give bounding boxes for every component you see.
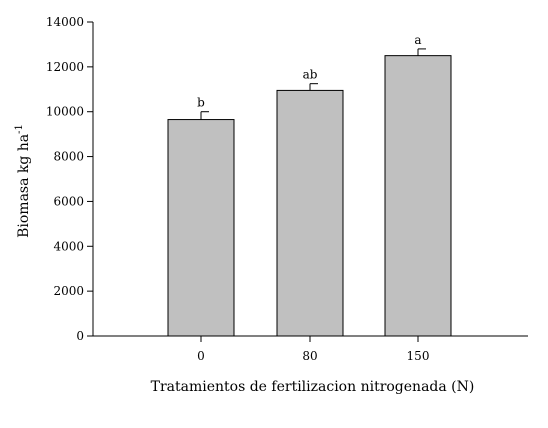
y-tick-label: 0 bbox=[76, 329, 84, 343]
significance-label: ab bbox=[303, 68, 318, 82]
bar-0 bbox=[167, 119, 235, 337]
bar-80 bbox=[276, 89, 344, 337]
x-ticks: 0 80 150 bbox=[197, 336, 429, 363]
y-tick-label: 12000 bbox=[46, 60, 84, 74]
y-tick-label: 2000 bbox=[53, 284, 84, 298]
bar-150 bbox=[384, 55, 452, 337]
error-bar-80 bbox=[309, 83, 318, 91]
x-tick-label: 0 bbox=[197, 349, 205, 363]
bars-layer bbox=[167, 55, 452, 337]
error-bar-150 bbox=[417, 48, 426, 56]
y-axis-title-text: Biomasa kg ha bbox=[16, 134, 32, 238]
y-tick-label: 6000 bbox=[53, 194, 84, 208]
x-axis-title: Tratamientos de fertilizacion nitrogenad… bbox=[151, 379, 475, 395]
y-axis-title: Biomasa kg ha-1 bbox=[14, 124, 32, 238]
y-tick-label: 8000 bbox=[53, 150, 84, 164]
error-bar-0 bbox=[200, 111, 209, 120]
y-tick-label: 10000 bbox=[46, 105, 84, 119]
x-tick-label: 80 bbox=[302, 349, 317, 363]
significance-labels-layer: b ab a bbox=[197, 33, 421, 110]
y-tick-label: 14000 bbox=[46, 15, 84, 29]
significance-label: a bbox=[414, 33, 421, 47]
y-ticks: 0 2000 4000 6000 8000 10000 12000 14000 bbox=[46, 15, 93, 343]
y-axis-title-superscript: -1 bbox=[14, 124, 25, 134]
x-tick-label: 150 bbox=[407, 349, 430, 363]
y-tick-label: 4000 bbox=[53, 239, 84, 253]
significance-label: b bbox=[197, 96, 205, 110]
error-bars-layer bbox=[200, 48, 426, 120]
